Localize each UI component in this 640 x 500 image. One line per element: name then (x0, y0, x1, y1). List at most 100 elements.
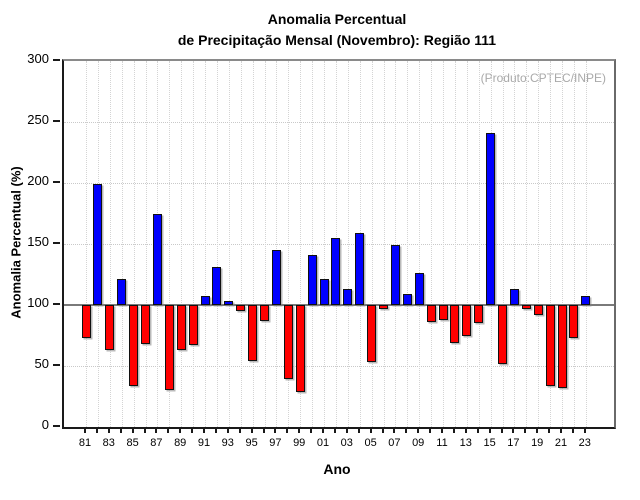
x-tick-label: 13 (459, 437, 472, 449)
x-tick-label: 97 (269, 437, 282, 449)
x-tick-label: 05 (364, 437, 377, 449)
v-gridline (431, 61, 433, 427)
x-axis-tick (203, 427, 205, 433)
y-tick-label: 250 (27, 112, 49, 127)
x-axis-tick (226, 427, 229, 433)
x-tick-label: 23 (578, 437, 591, 449)
v-gridline (264, 61, 266, 427)
bar-14 (474, 305, 484, 324)
x-axis-tick (238, 427, 241, 433)
x-tick-label: 81 (78, 437, 92, 449)
bar-83 (105, 305, 115, 351)
x-axis-tick (107, 427, 110, 433)
x-axis-tick (214, 427, 217, 433)
chart-title-line2: de Precipitação Mensal (Novembro): Regiã… (177, 32, 497, 48)
x-tick-label: 15 (483, 437, 496, 449)
x-axis-tick (310, 427, 313, 433)
v-gridline (109, 61, 111, 427)
v-gridline (347, 61, 349, 427)
bar-01 (319, 279, 329, 305)
x-tick-label: 93 (221, 437, 234, 449)
bar-97 (271, 250, 281, 305)
v-gridline (573, 61, 575, 427)
v-gridline (419, 61, 421, 427)
bar-18 (521, 305, 531, 309)
bar-00 (307, 254, 317, 305)
x-axis-tick (548, 427, 551, 433)
x-tick-label: 91 (197, 437, 211, 449)
bar-02 (331, 237, 341, 305)
v-gridline (288, 61, 290, 427)
x-axis-tick (119, 427, 122, 433)
x-axis-tick (583, 427, 586, 433)
x-tick-label: 87 (150, 437, 163, 449)
h-gridline (64, 366, 614, 367)
x-axis-tick (500, 427, 503, 433)
x-axis-tick (179, 427, 182, 433)
bar-07 (390, 245, 400, 305)
source-annotation: (Produto:CPTEC/INPE) (480, 71, 606, 85)
x-axis-tick (298, 427, 301, 433)
y-tick-label: 50 (34, 356, 49, 371)
bar-90 (188, 305, 198, 346)
x-axis-tick (84, 427, 86, 433)
bar-17 (509, 289, 519, 305)
bar-82 (93, 184, 103, 305)
v-gridline (371, 61, 373, 427)
h-gridline (64, 122, 614, 123)
bar-86 (141, 305, 150, 345)
bar-10 (426, 305, 436, 323)
v-gridline (395, 61, 397, 427)
y-tick-label: 150 (27, 234, 49, 249)
x-axis-tick (322, 427, 324, 433)
v-gridline (121, 61, 123, 427)
v-gridline (324, 61, 325, 427)
bar-85 (129, 305, 139, 386)
bar-88 (164, 305, 174, 391)
bar-99 (295, 305, 305, 392)
h-gridline (64, 183, 614, 184)
bar-03 (343, 289, 353, 305)
v-gridline (526, 61, 528, 427)
bar-96 (260, 305, 269, 321)
y-tick-label: 200 (27, 173, 49, 188)
bar-21 (557, 305, 567, 388)
x-tick-label: 95 (245, 437, 258, 449)
v-gridline (514, 61, 516, 427)
y-axis-tick (53, 364, 60, 366)
bar-91 (200, 296, 210, 305)
x-axis-tick (524, 427, 527, 433)
v-gridline (228, 61, 230, 427)
v-gridline (562, 61, 563, 427)
x-axis-tick (345, 427, 348, 433)
bar-04 (355, 233, 365, 305)
x-axis-tick (512, 427, 515, 433)
y-tick-label: 0 (41, 417, 49, 432)
x-tick-label: 01 (316, 437, 330, 449)
v-gridline (169, 61, 171, 427)
y-tick-label: 300 (27, 51, 49, 66)
v-gridline (252, 61, 254, 427)
v-gridline (216, 61, 218, 427)
x-axis-tick (441, 427, 443, 433)
x-axis-tick (369, 427, 372, 433)
bar-05 (367, 305, 377, 363)
bar-13 (462, 305, 472, 336)
v-gridline (383, 61, 385, 427)
x-axis-tick (476, 427, 479, 433)
y-tick-label: 100 (27, 295, 49, 310)
v-gridline (276, 61, 278, 427)
bar-09 (414, 273, 424, 305)
v-gridline (300, 61, 302, 427)
y-axis-tick (53, 242, 60, 244)
x-tick-label: 19 (531, 437, 544, 449)
bar-92 (212, 267, 222, 305)
x-axis-tick (393, 427, 396, 433)
x-axis-tick (155, 427, 158, 433)
v-gridline (538, 61, 540, 427)
bar-16 (498, 305, 507, 364)
x-axis-tick (405, 427, 408, 433)
v-gridline (407, 61, 409, 427)
y-axis-tick (53, 120, 60, 122)
